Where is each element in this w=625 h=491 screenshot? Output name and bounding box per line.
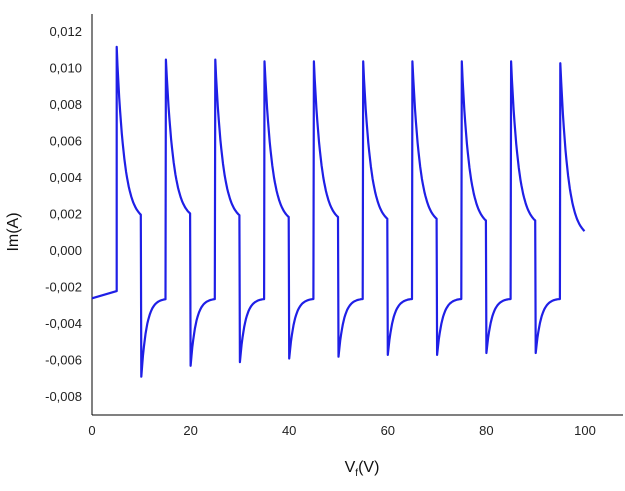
x-axis-title-main: V [345,459,356,476]
x-tick-label: 60 [381,423,395,438]
y-tick-label: 0,006 [49,134,82,149]
y-tick-label: 0,004 [49,170,82,185]
series-line [91,45,586,378]
x-tick-label: 80 [479,423,493,438]
y-tick-labels: 0,012 0,010 0,008 0,006 0,004 0,002 0,000 -0,00… [45,24,82,404]
y-tick-label: 0,000 [49,243,82,258]
y-tick-label: 0,002 [49,207,82,222]
y-tick-label: 0,010 [49,61,82,76]
y-tick-label: -0,004 [45,316,82,331]
x-axis-title-subscript: f [355,468,358,479]
x-tick-labels: 0 20 40 60 80 100 [88,423,595,438]
y-tick-label: -0,006 [45,352,82,367]
x-tick-label: 40 [282,423,296,438]
x-axis-title: Vf(V) [345,459,380,479]
y-axis-title: Im(A) [5,212,22,251]
y-tick-label: -0,008 [45,389,82,404]
y-tick-label: 0,012 [49,24,82,39]
x-tick-label: 100 [574,423,596,438]
y-tick-label: -0,002 [45,279,82,294]
x-tick-label: 20 [183,423,197,438]
x-axis-title-unit: (V) [358,459,379,476]
y-tick-label: 0,008 [49,97,82,112]
x-tick-label: 0 [88,423,95,438]
